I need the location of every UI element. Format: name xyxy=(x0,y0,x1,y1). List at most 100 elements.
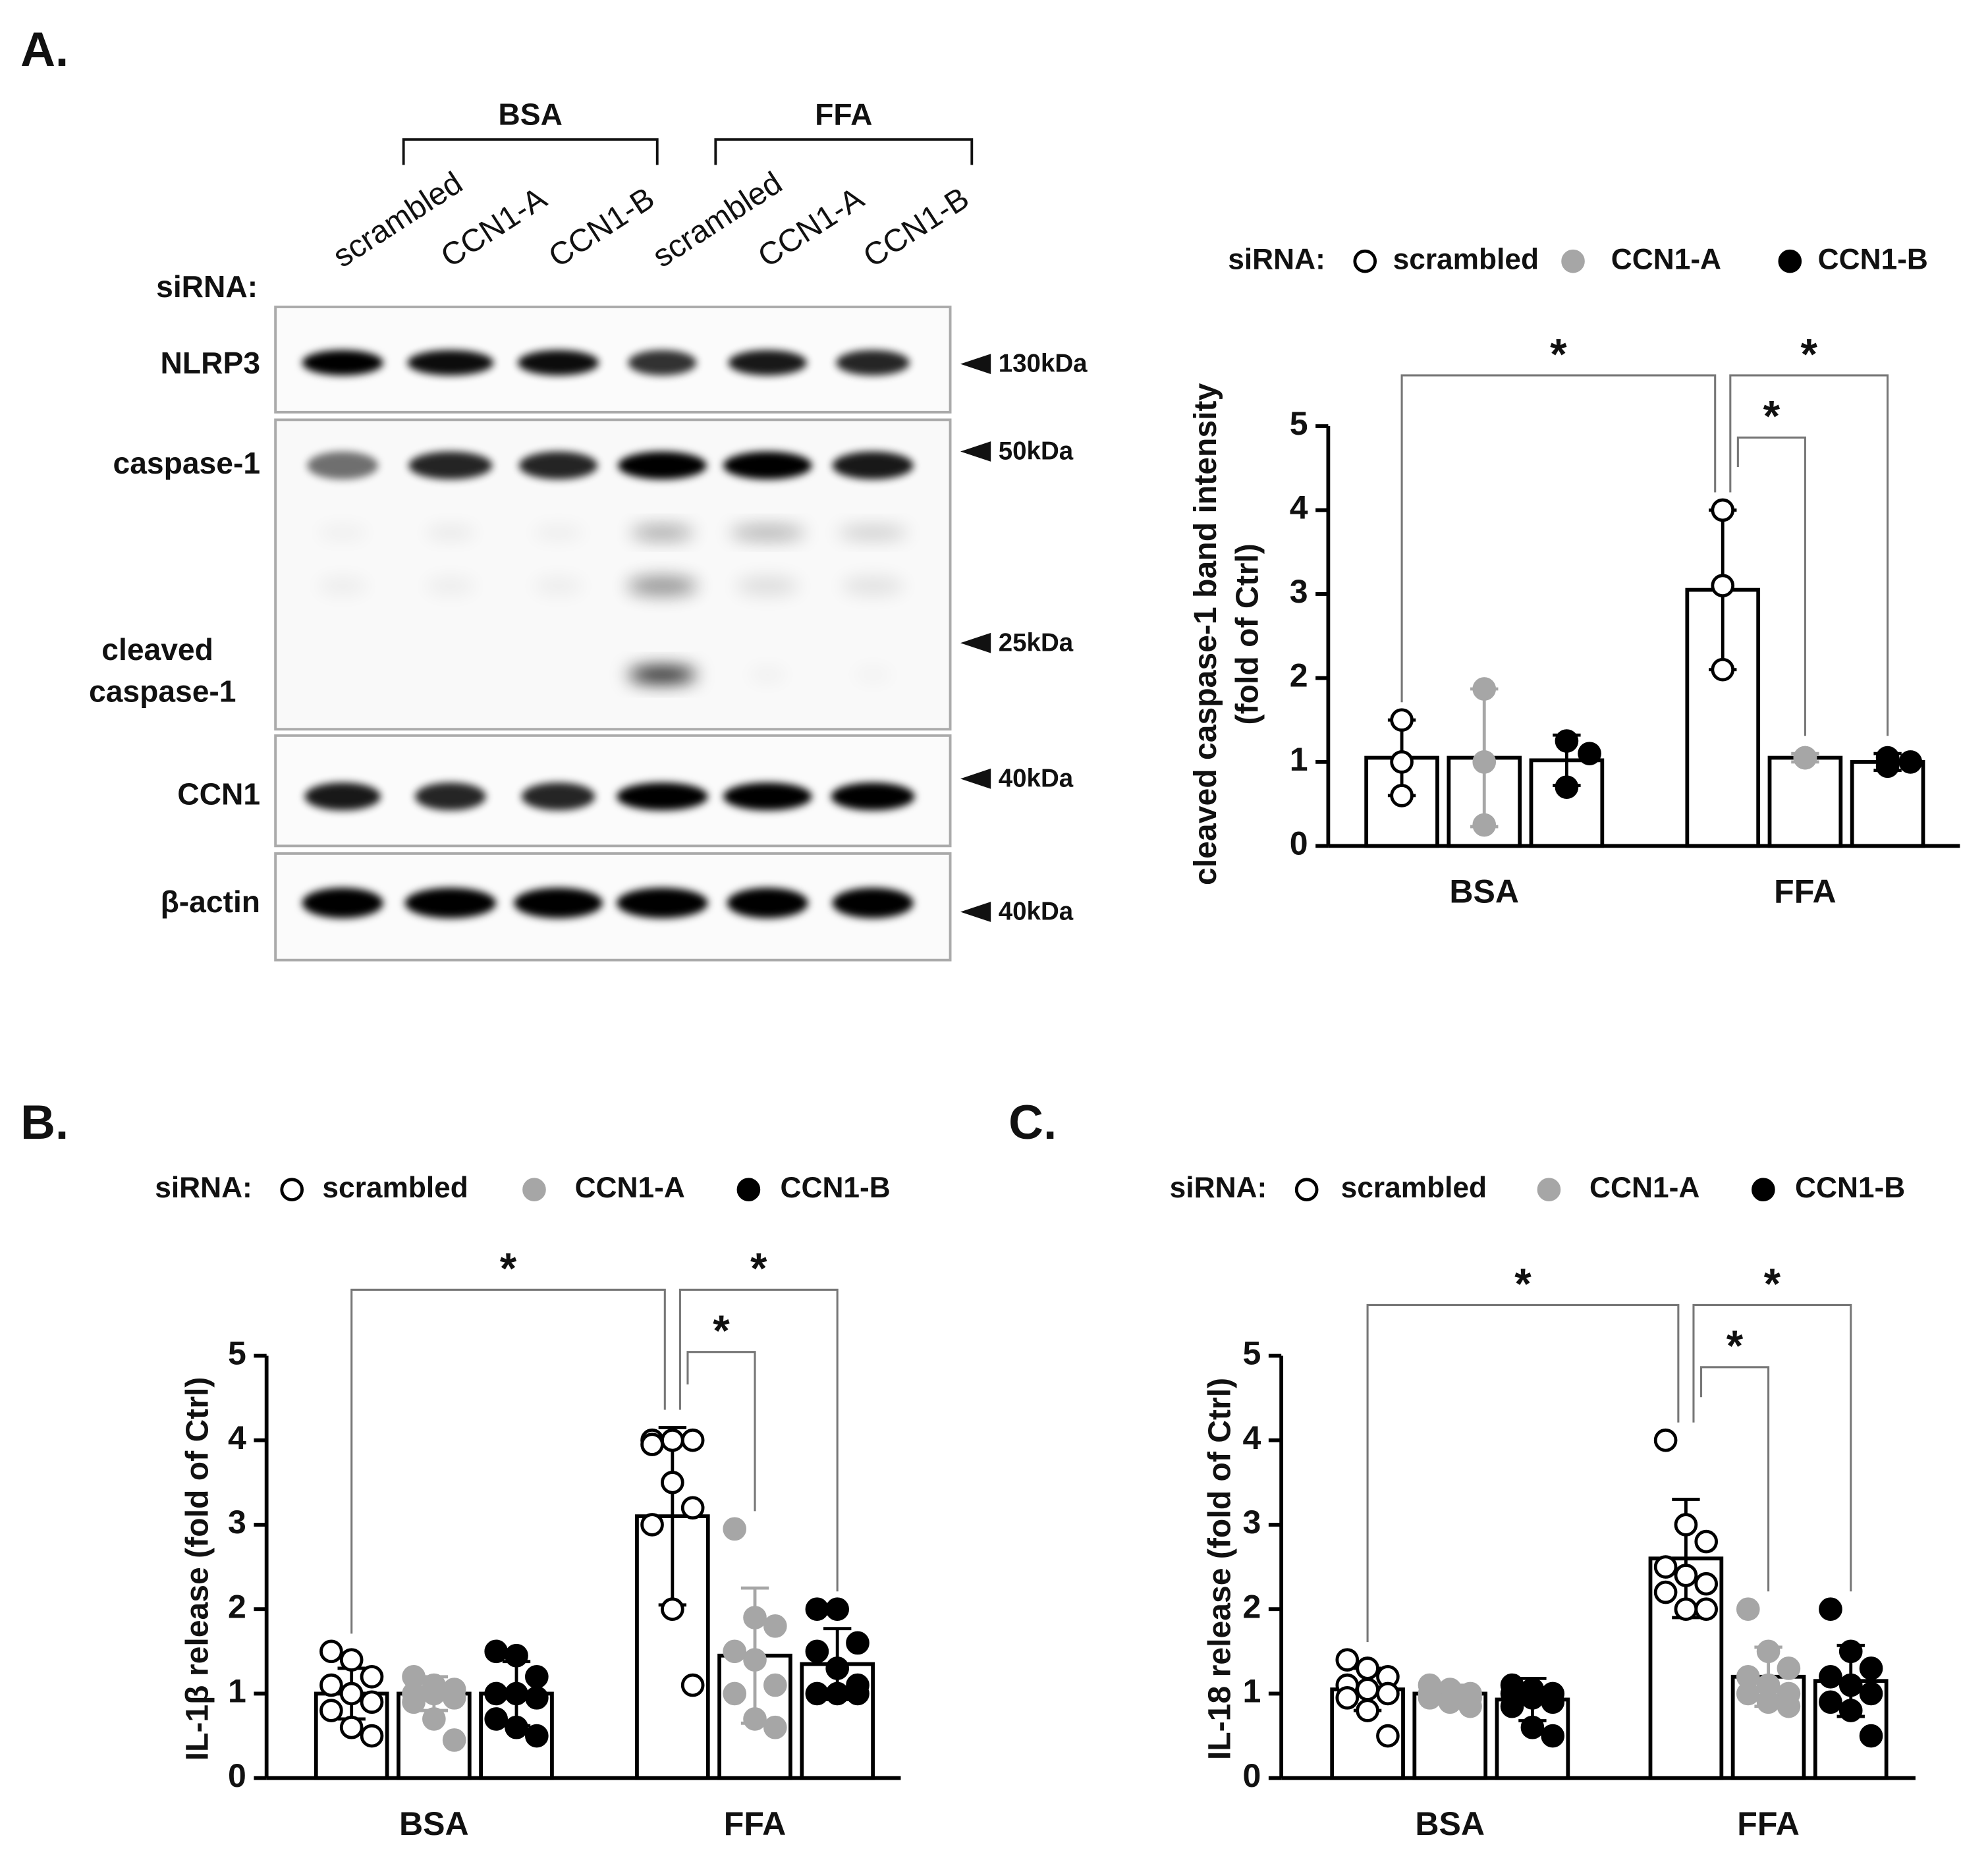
data-point xyxy=(339,1715,364,1739)
blot-band xyxy=(748,667,787,682)
y-axis-label: (fold of Ctrl) xyxy=(1230,543,1265,724)
data-point xyxy=(1438,1690,1462,1714)
blot-band xyxy=(302,350,383,375)
data-point xyxy=(723,1639,747,1664)
blot-band xyxy=(404,887,497,919)
marker-label: 25kDa xyxy=(999,628,1074,657)
data-point xyxy=(1756,1690,1781,1714)
data-point xyxy=(1674,1513,1698,1537)
significance-bracket xyxy=(686,1351,756,1512)
data-point xyxy=(1356,1656,1379,1680)
data-point xyxy=(1520,1715,1545,1739)
data-point xyxy=(1694,1597,1719,1622)
data-point xyxy=(1390,708,1414,732)
panel-label: B. xyxy=(20,1095,69,1149)
data-point xyxy=(1541,1724,1565,1748)
legend-marker xyxy=(280,1178,304,1202)
data-point xyxy=(763,1715,787,1739)
legend-title: siRNA: xyxy=(1170,1172,1267,1204)
significance-star: * xyxy=(1550,330,1567,378)
data-point xyxy=(1838,1673,1863,1697)
data-point xyxy=(846,1631,870,1655)
data-point xyxy=(1335,1648,1360,1672)
blot-band xyxy=(304,782,381,811)
legend-marker xyxy=(1778,249,1802,273)
data-point xyxy=(1859,1724,1883,1748)
y-tick-label: 2 xyxy=(228,1588,246,1625)
data-point xyxy=(319,1699,343,1722)
data-point xyxy=(825,1656,850,1680)
western-blot: BSA FFA siRNA: NLRP3 caspase-1 cleaved c… xyxy=(89,97,1088,962)
data-point xyxy=(319,1639,343,1664)
data-point xyxy=(525,1664,549,1689)
data-point xyxy=(1711,657,1735,682)
data-point xyxy=(723,1681,747,1706)
y-tick-label: 4 xyxy=(228,1419,246,1456)
y-tick-label: 0 xyxy=(228,1757,246,1794)
data-point xyxy=(360,1664,384,1689)
data-point xyxy=(442,1728,466,1752)
legend-label: CCN1-A xyxy=(1589,1172,1699,1204)
data-point xyxy=(1520,1686,1545,1710)
marker-label: 50kDa xyxy=(999,437,1074,466)
panel-label: A. xyxy=(20,22,69,76)
blot-band xyxy=(723,782,812,811)
blot-band xyxy=(628,667,697,682)
blot-band xyxy=(408,451,493,479)
data-point xyxy=(1418,1686,1442,1710)
group-label: FFA xyxy=(815,97,872,131)
data-point xyxy=(805,1639,829,1664)
blot-band xyxy=(533,577,584,595)
data-point xyxy=(1335,1686,1360,1710)
y-tick-label: 3 xyxy=(1290,573,1308,610)
blot-band xyxy=(836,350,910,375)
chart: 0 1 2 3 4 5IL-18 release (fold of Ctrl) BSA FFA… xyxy=(1170,1172,1916,1842)
data-point xyxy=(525,1686,549,1710)
blot-band xyxy=(302,887,383,919)
blot-band xyxy=(317,577,368,595)
y-tick-label: 4 xyxy=(1290,489,1308,526)
blot-band xyxy=(628,350,697,375)
data-point xyxy=(1555,729,1579,753)
blot-band xyxy=(841,577,905,595)
data-point xyxy=(1472,750,1497,774)
blot-band xyxy=(736,577,800,595)
data-point xyxy=(846,1681,870,1706)
data-point xyxy=(1777,1656,1801,1680)
significance-bracket xyxy=(1736,436,1806,736)
data-point xyxy=(1711,574,1735,598)
legend-marker xyxy=(1353,249,1377,273)
data-point xyxy=(1472,677,1497,701)
protein-label: caspase-1 xyxy=(113,446,260,480)
legend-title: siRNA: xyxy=(1228,243,1325,275)
chart: 0 1 2 3 4 5 cleaved caspase-1 band intensity (f… xyxy=(1188,243,1960,910)
data-point xyxy=(360,1724,384,1748)
data-point xyxy=(1653,1428,1678,1452)
significance-bracket xyxy=(1699,1366,1770,1592)
data-point xyxy=(743,1707,767,1731)
data-point xyxy=(319,1673,343,1697)
data-point xyxy=(339,1648,364,1672)
blot-band xyxy=(407,350,494,375)
data-point xyxy=(1472,813,1497,837)
data-point xyxy=(825,1681,850,1706)
significance-star: * xyxy=(1514,1260,1532,1308)
legend-marker xyxy=(1561,249,1585,273)
protein-label: CCN1 xyxy=(177,777,260,811)
y-tick-label: 3 xyxy=(1242,1504,1261,1541)
data-point xyxy=(1356,1678,1379,1701)
data-point xyxy=(1376,1681,1400,1706)
data-point xyxy=(743,1606,767,1629)
data-point xyxy=(525,1724,549,1748)
data-point xyxy=(484,1707,509,1731)
data-point xyxy=(763,1614,787,1638)
data-point xyxy=(1875,754,1900,779)
marker-arrows xyxy=(960,354,991,922)
blot-band xyxy=(727,887,808,919)
data-point xyxy=(1578,742,1601,765)
y-tick-label: 1 xyxy=(1242,1673,1261,1710)
blot-band xyxy=(317,526,368,539)
y-axis-label: IL-18 release (fold of Ctrl) xyxy=(1201,1378,1237,1760)
blot-band xyxy=(514,887,603,919)
blot-band xyxy=(831,782,915,811)
